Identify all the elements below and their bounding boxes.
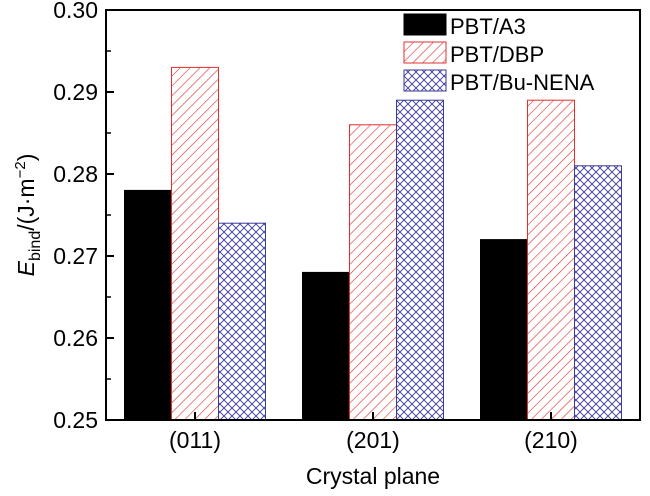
legend-swatch-pbt-dbp (403, 41, 447, 64)
y-tick-label: 0.25 (53, 407, 98, 433)
legend-label: PBT/DBP (450, 42, 544, 67)
x-tick-label: (201) (346, 427, 400, 453)
y-axis-title-sub: bind (27, 231, 44, 261)
x-tick-label: (210) (524, 427, 578, 453)
y-axis-title: Ebind/(J·m−2) (12, 154, 44, 277)
bar-pbt-dbp-2 (349, 124, 397, 421)
legend-swatch-pbt-bu-nena (403, 69, 447, 92)
bar-pbt-bu-nena-2 (396, 99, 444, 421)
bar-pbt-a3-2 (302, 271, 350, 421)
y-axis-title-unit-close: ) (13, 154, 39, 162)
y-axis: 0.25 0.26 0.27 0.28 0.29 0.30 (53, 0, 114, 433)
y-tick-label: 0.29 (53, 79, 98, 105)
y-tick-label: 0.30 (53, 0, 98, 23)
bar-pbt-dbp-1 (171, 66, 219, 421)
y-axis-title-unit-sup: −2 (12, 161, 29, 178)
x-axis-title: Crystal plane (306, 463, 440, 489)
legend-label: PBT/Bu-NENA (450, 70, 595, 95)
bar-pbt-bu-nena-3 (574, 165, 622, 421)
bar-pbt-a3-1 (124, 189, 172, 421)
y-axis-title-main: E (13, 260, 39, 276)
x-tick-label: (011) (169, 427, 221, 453)
legend-swatch-pbt-a3 (403, 13, 447, 36)
bar-pbt-bu-nena-1 (218, 222, 266, 421)
y-axis-title-unit: /(J·m (13, 178, 39, 230)
x-axis: (011) (201) (210) (169, 412, 578, 453)
bars-group (124, 66, 622, 421)
y-tick-label: 0.27 (53, 243, 98, 269)
y-tick-label: 0.26 (53, 325, 98, 351)
y-tick-label: 0.28 (53, 161, 98, 187)
legend: PBT/A3 PBT/DBP PBT/Bu-NENA (403, 13, 595, 95)
bar-pbt-dbp-3 (527, 99, 575, 421)
legend-label: PBT/A3 (450, 14, 526, 39)
bar-pbt-a3-3 (480, 239, 528, 421)
